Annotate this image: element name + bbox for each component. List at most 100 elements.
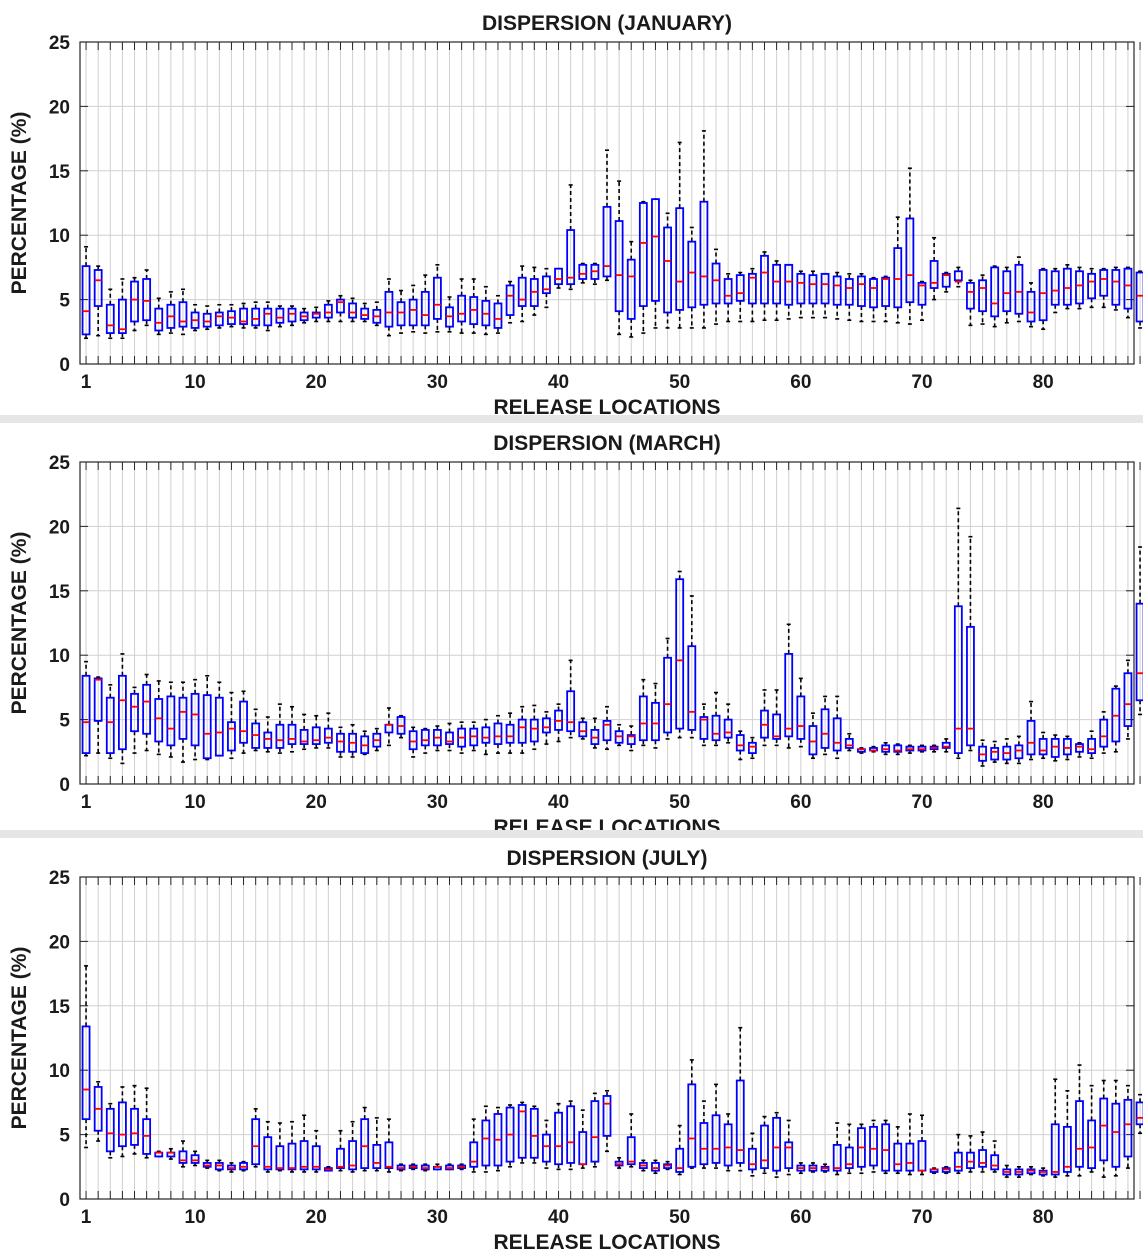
- x-axis-label: RELEASE LOCATIONS: [493, 396, 720, 419]
- box-location-27: [396, 1163, 406, 1172]
- box-location-5: [130, 686, 139, 754]
- box-iqr: [1050, 1123, 1060, 1176]
- axes-frame: [79, 461, 1135, 785]
- box-location-43: [590, 717, 600, 749]
- panel-separator: [0, 415, 1143, 423]
- box-location-68: [893, 1126, 903, 1175]
- box-location-55: [735, 271, 745, 323]
- box-iqr: [820, 272, 830, 305]
- box-iqr: [747, 741, 757, 754]
- box-location-46: [626, 1113, 636, 1168]
- box-location-10: [190, 1150, 200, 1167]
- box-location-58: [772, 1111, 782, 1178]
- box-iqr: [675, 207, 685, 311]
- box-iqr: [1050, 270, 1060, 306]
- x-tick-label: 20: [306, 792, 327, 813]
- box-location-11: [202, 305, 212, 331]
- box-iqr: [760, 1124, 769, 1169]
- box-iqr: [142, 278, 152, 322]
- box-location-83: [1075, 266, 1084, 310]
- x-tick-label: 40: [548, 792, 569, 813]
- box-iqr: [1026, 719, 1036, 756]
- box-location-31: [445, 296, 454, 333]
- box-iqr: [699, 200, 709, 306]
- box-location-67: [881, 275, 891, 323]
- box-location-7: [154, 1150, 164, 1158]
- box-location-31: [445, 722, 454, 752]
- boxes: [81, 130, 1143, 340]
- box-location-45: [614, 180, 624, 336]
- x-tick-label: 10: [185, 372, 206, 393]
- box-location-61: [808, 1162, 818, 1173]
- box-iqr: [166, 695, 176, 747]
- box-location-28: [408, 1163, 418, 1171]
- box-location-21: [323, 712, 333, 749]
- box-location-55: [735, 1026, 745, 1172]
- box-iqr: [1087, 738, 1096, 754]
- axes-frame: [79, 876, 1135, 1200]
- box-location-78: [1014, 1166, 1024, 1178]
- box-iqr: [263, 1136, 273, 1171]
- box-location-1: [81, 245, 91, 340]
- box-iqr: [966, 625, 975, 747]
- box-location-34: [481, 1105, 491, 1173]
- box-location-12: [214, 681, 224, 757]
- box-location-83: [1075, 1064, 1084, 1177]
- box-location-36: [505, 1104, 515, 1168]
- box-location-46: [626, 725, 636, 752]
- box-location-64: [844, 732, 854, 752]
- box-location-7: [154, 680, 164, 756]
- box-iqr: [638, 695, 648, 742]
- box-location-73: [953, 1133, 963, 1175]
- box-location-77: [1002, 1164, 1012, 1178]
- x-tick-label: 80: [1033, 792, 1054, 813]
- box-location-9: [178, 1140, 188, 1168]
- box-iqr: [832, 1144, 842, 1172]
- box-location-11: [202, 1159, 212, 1169]
- box-location-18: [287, 1120, 297, 1173]
- box-location-42: [578, 717, 588, 740]
- box-iqr: [578, 263, 588, 280]
- box-iqr: [384, 290, 394, 328]
- box-iqr: [626, 1136, 636, 1166]
- chart-title: DISPERSION (JULY): [506, 847, 707, 870]
- box-location-29: [420, 274, 430, 334]
- box-location-26: [384, 1118, 394, 1173]
- box-iqr: [263, 731, 273, 749]
- box-location-40: [554, 267, 563, 289]
- box-iqr: [457, 294, 467, 323]
- box-location-68: [893, 743, 903, 756]
- box-location-50: [675, 1124, 685, 1176]
- box-iqr: [953, 270, 963, 282]
- box-location-40: [554, 703, 563, 743]
- box-iqr: [311, 311, 321, 319]
- box-iqr: [554, 1111, 563, 1166]
- box-iqr: [178, 1150, 188, 1164]
- box-iqr: [311, 726, 321, 745]
- box-location-52: [699, 130, 709, 329]
- box-location-26: [384, 707, 394, 747]
- box-location-85: [1099, 1079, 1109, 1178]
- y-tick-label: 15: [49, 582, 71, 603]
- box-location-4: [118, 653, 127, 765]
- box-location-25: [372, 727, 382, 752]
- box-location-22: [336, 294, 345, 323]
- box-location-4: [118, 278, 127, 340]
- box-location-76: [990, 265, 1000, 328]
- box-location-20: [311, 1129, 321, 1173]
- box-iqr: [81, 1025, 91, 1121]
- box-location-47: [638, 678, 648, 747]
- box-location-17: [275, 1122, 285, 1172]
- box-iqr: [481, 1119, 491, 1167]
- box-location-38: [529, 1105, 539, 1164]
- box-location-79: [1026, 700, 1036, 761]
- box-iqr: [893, 247, 903, 309]
- box-iqr: [784, 1141, 794, 1169]
- box-iqr: [711, 714, 721, 742]
- box-iqr: [857, 275, 866, 307]
- box-location-71: [929, 744, 939, 753]
- box-iqr: [118, 1101, 127, 1148]
- box-location-50: [675, 570, 685, 739]
- box-location-30: [432, 725, 442, 752]
- box-location-65: [857, 747, 866, 754]
